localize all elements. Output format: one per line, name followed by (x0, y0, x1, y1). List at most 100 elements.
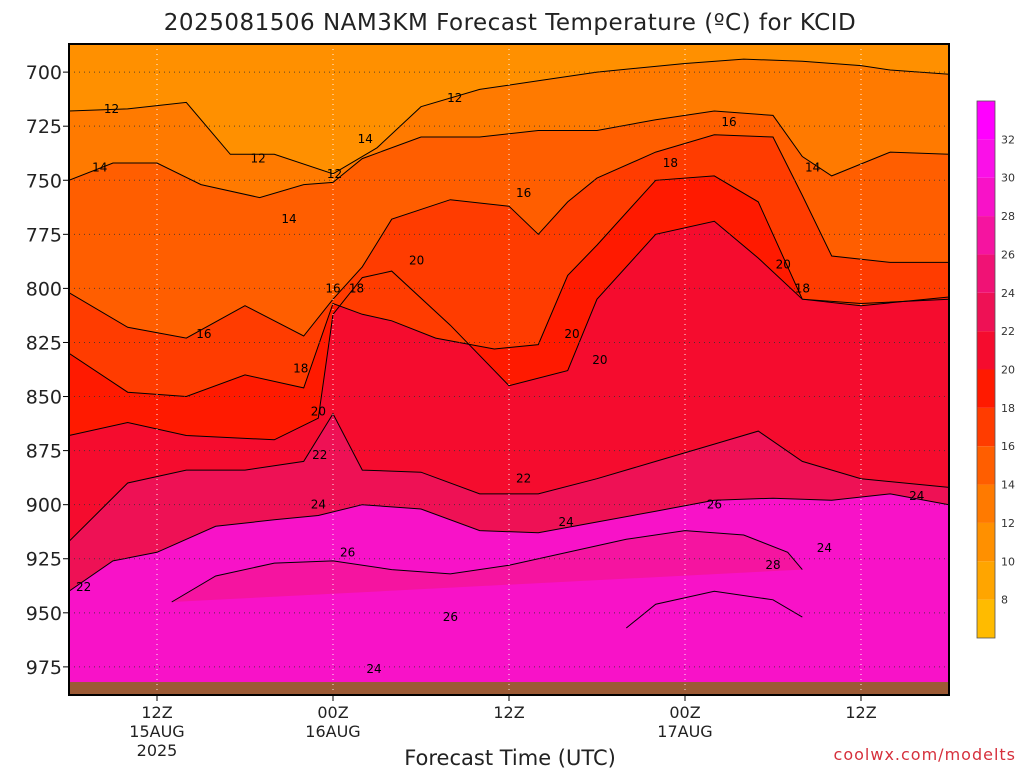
colorbar-bin-24 (977, 254, 995, 293)
contour-label: 14 (358, 132, 373, 146)
grid-lines (69, 44, 949, 695)
isotherm-20 (69, 220, 949, 441)
colorbar-bin-8 (977, 561, 995, 600)
x-tick-label: 00Z (669, 703, 700, 722)
colorbar-tick-label: 26 (1001, 248, 1015, 261)
contour-label: 20 (776, 258, 791, 272)
contour-label: 22 (516, 472, 531, 486)
colorbar-bin-32 (977, 101, 995, 140)
isotherm-12 (69, 58, 949, 175)
colorbar-bin-10 (977, 522, 995, 562)
colorbar-tick-label: 20 (1001, 364, 1015, 377)
contour-label: 20 (592, 353, 607, 367)
y-tick-label: 700 (26, 62, 62, 84)
colorbar-bin-12 (977, 484, 995, 523)
y-axis: 700 725 750 775 800 825 850 875 900 925 950 975 (26, 62, 69, 679)
colorbar-tick-label: 10 (1001, 555, 1015, 568)
contour-label: 18 (349, 281, 364, 295)
contour-label: 20 (311, 405, 326, 419)
contour-label: 22 (76, 580, 91, 594)
contour-label: 24 (817, 541, 832, 555)
y-tick-label: 825 (26, 332, 62, 354)
colorbar-bin-6 (977, 599, 995, 638)
contour-label: 24 (311, 498, 326, 512)
contour-label: 18 (663, 156, 678, 170)
credit-text: coolwx.com/modelts (834, 745, 1016, 764)
contour-label: 12 (104, 102, 119, 116)
isotherm-18 (69, 175, 949, 398)
contour-label: 16 (196, 327, 211, 341)
x-tick-label: 15AUG (129, 722, 184, 741)
contour-label: 24 (909, 489, 924, 503)
colorbar-bin-20 (977, 331, 995, 370)
colorbar-tick-label: 16 (1001, 440, 1015, 453)
contour-label: 28 (765, 558, 780, 572)
colorbar-tick-label: 18 (1001, 402, 1015, 415)
ground-strip (69, 682, 949, 695)
credit-link[interactable]: coolwx.com/modelts (834, 745, 1016, 764)
colorbar-bin-16 (977, 407, 995, 447)
x-axis-title: Forecast Time (UTC) (404, 746, 616, 768)
x-tick-label: 00Z (317, 703, 348, 722)
isotherm-28 (625, 590, 803, 629)
y-tick-label: 925 (26, 549, 62, 571)
y-tick-label: 850 (26, 387, 62, 409)
isotherm-22 (69, 412, 949, 542)
isotherm-14 (69, 110, 949, 199)
colorbar-bin-22 (977, 292, 995, 332)
contour-label: 14 (281, 212, 296, 226)
contour-label: 16 (325, 281, 340, 295)
contour-label: 24 (366, 662, 381, 676)
isotherm-lines (69, 58, 949, 629)
y-tick-label: 950 (26, 603, 62, 625)
colorbar-tick-label: 12 (1001, 517, 1015, 530)
y-tick-label: 725 (26, 116, 62, 138)
colorbar: 8 10 12 14 16 18 20 22 24 26 28 30 32 (976, 100, 1015, 639)
contour-label: 18 (795, 281, 810, 295)
colorbar-bin-30 (977, 139, 995, 178)
y-tick-label: 800 (26, 278, 62, 300)
y-tick-label: 975 (26, 657, 62, 679)
colorbar-bin-28 (977, 177, 995, 217)
colorbar-tick-label: 22 (1001, 325, 1015, 338)
x-tick-label: 12Z (493, 703, 524, 722)
x-tick-label: 12Z (845, 703, 876, 722)
x-tick-label: 2025 (137, 741, 178, 760)
contour-labels: 12 12 12 12 14 14 14 14 16 16 16 16 18 18 18 18 20 20 20 20… (76, 91, 924, 676)
colorbar-frame (976, 100, 996, 639)
contour-label: 26 (340, 545, 355, 559)
isotherm-24 (69, 493, 949, 592)
ground-layer (69, 682, 949, 695)
contour-label: 16 (516, 186, 531, 200)
colorbar-bin-26 (977, 216, 995, 255)
contour-label: 26 (707, 498, 722, 512)
colorbar-tick-label: 14 (1001, 479, 1015, 492)
contour-label: 20 (564, 327, 579, 341)
chart-title: 2025081506 NAM3KM Forecast Temperature (… (164, 10, 856, 36)
x-tick-label: 17AUG (657, 722, 712, 741)
band-28 (626, 591, 803, 628)
y-tick-label: 775 (26, 224, 62, 246)
contour-label: 16 (721, 115, 736, 129)
y-tick-label: 900 (26, 495, 62, 517)
x-tick-label: 12Z (141, 703, 172, 722)
colorbar-tick-label: 30 (1001, 172, 1015, 185)
colorbar-tick-label: 8 (1001, 594, 1008, 607)
contour-label: 12 (327, 167, 342, 181)
y-tick-label: 875 (26, 441, 62, 463)
contour-label: 20 (409, 253, 424, 267)
x-tick-label: 16AUG (305, 722, 360, 741)
contour-label: 12 (251, 152, 266, 166)
colorbar-tick-label: 28 (1001, 210, 1015, 223)
colorbar-tick-label: 32 (1001, 133, 1015, 146)
isotherm-26 (171, 530, 803, 603)
contour-label: 18 (293, 361, 308, 375)
contour-label: 26 (443, 610, 458, 624)
band-12 (69, 44, 949, 174)
contour-label: 12 (447, 91, 462, 105)
colorbar-tick-label: 24 (1001, 287, 1015, 300)
contour-label: 14 (92, 160, 107, 174)
y-tick-label: 750 (26, 170, 62, 192)
